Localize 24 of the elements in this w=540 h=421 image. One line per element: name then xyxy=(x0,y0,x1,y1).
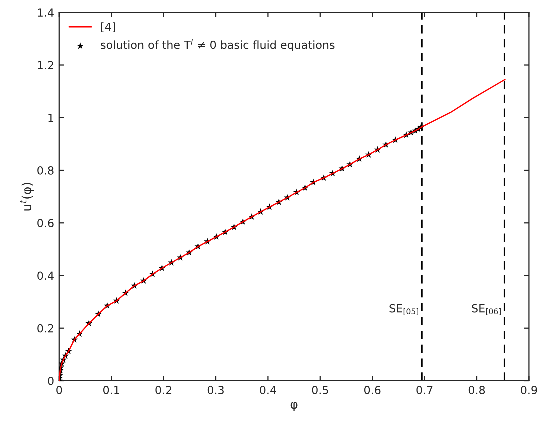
x-tick-label: 0 xyxy=(56,386,62,394)
x-tick-label: 0.7 xyxy=(416,386,433,394)
x-tick-label: 0.8 xyxy=(468,386,486,394)
y-tick-label: 1.2 xyxy=(38,61,54,70)
x-tick-label: 0.9 xyxy=(521,386,538,394)
x-tick-label: 0.3 xyxy=(208,386,224,394)
x-tick-label: 0.2 xyxy=(156,386,172,394)
y-tick-label: 1 xyxy=(48,114,54,122)
x-axis-title: φ xyxy=(290,402,298,412)
ref-line-label: SE$_{[06]}$ xyxy=(472,304,501,316)
ref-line-label: SE$_{[05]}$ xyxy=(390,304,418,316)
y-tick-label: 0.8 xyxy=(38,166,54,175)
x-tick-label: 0.6 xyxy=(364,386,381,394)
y-tick-label: 0.6 xyxy=(38,219,54,228)
x-tick-label: 0.4 xyxy=(260,386,276,394)
legend-label: solution of the T$^{l}$ ≠ 0 basic fluid equations xyxy=(101,38,335,52)
y-axis-title: u$^{t}$(φ) xyxy=(20,183,34,211)
x-tick-label: 0.5 xyxy=(312,386,328,394)
y-tick-label: 1.4 xyxy=(38,8,54,17)
y-tick-label: 0.2 xyxy=(38,324,54,333)
x-tick-label: 0.1 xyxy=(104,386,120,394)
y-tick-label: 0.4 xyxy=(38,272,54,280)
legend-label: [4] xyxy=(101,22,116,33)
y-tick-label: 0 xyxy=(48,376,54,386)
